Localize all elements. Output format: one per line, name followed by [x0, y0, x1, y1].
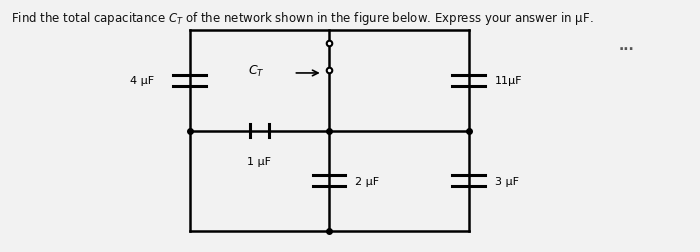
Text: 1 μF: 1 μF [247, 156, 272, 166]
Text: 3 μF: 3 μF [495, 176, 519, 186]
Text: 4 μF: 4 μF [130, 76, 154, 86]
Text: 11μF: 11μF [495, 76, 522, 86]
Text: 2 μF: 2 μF [355, 176, 379, 186]
Text: Find the total capacitance $C_T$ of the network shown in the figure below. Expre: Find the total capacitance $C_T$ of the … [11, 10, 594, 27]
Text: $C_T$: $C_T$ [248, 64, 265, 79]
Text: ...: ... [618, 39, 634, 53]
